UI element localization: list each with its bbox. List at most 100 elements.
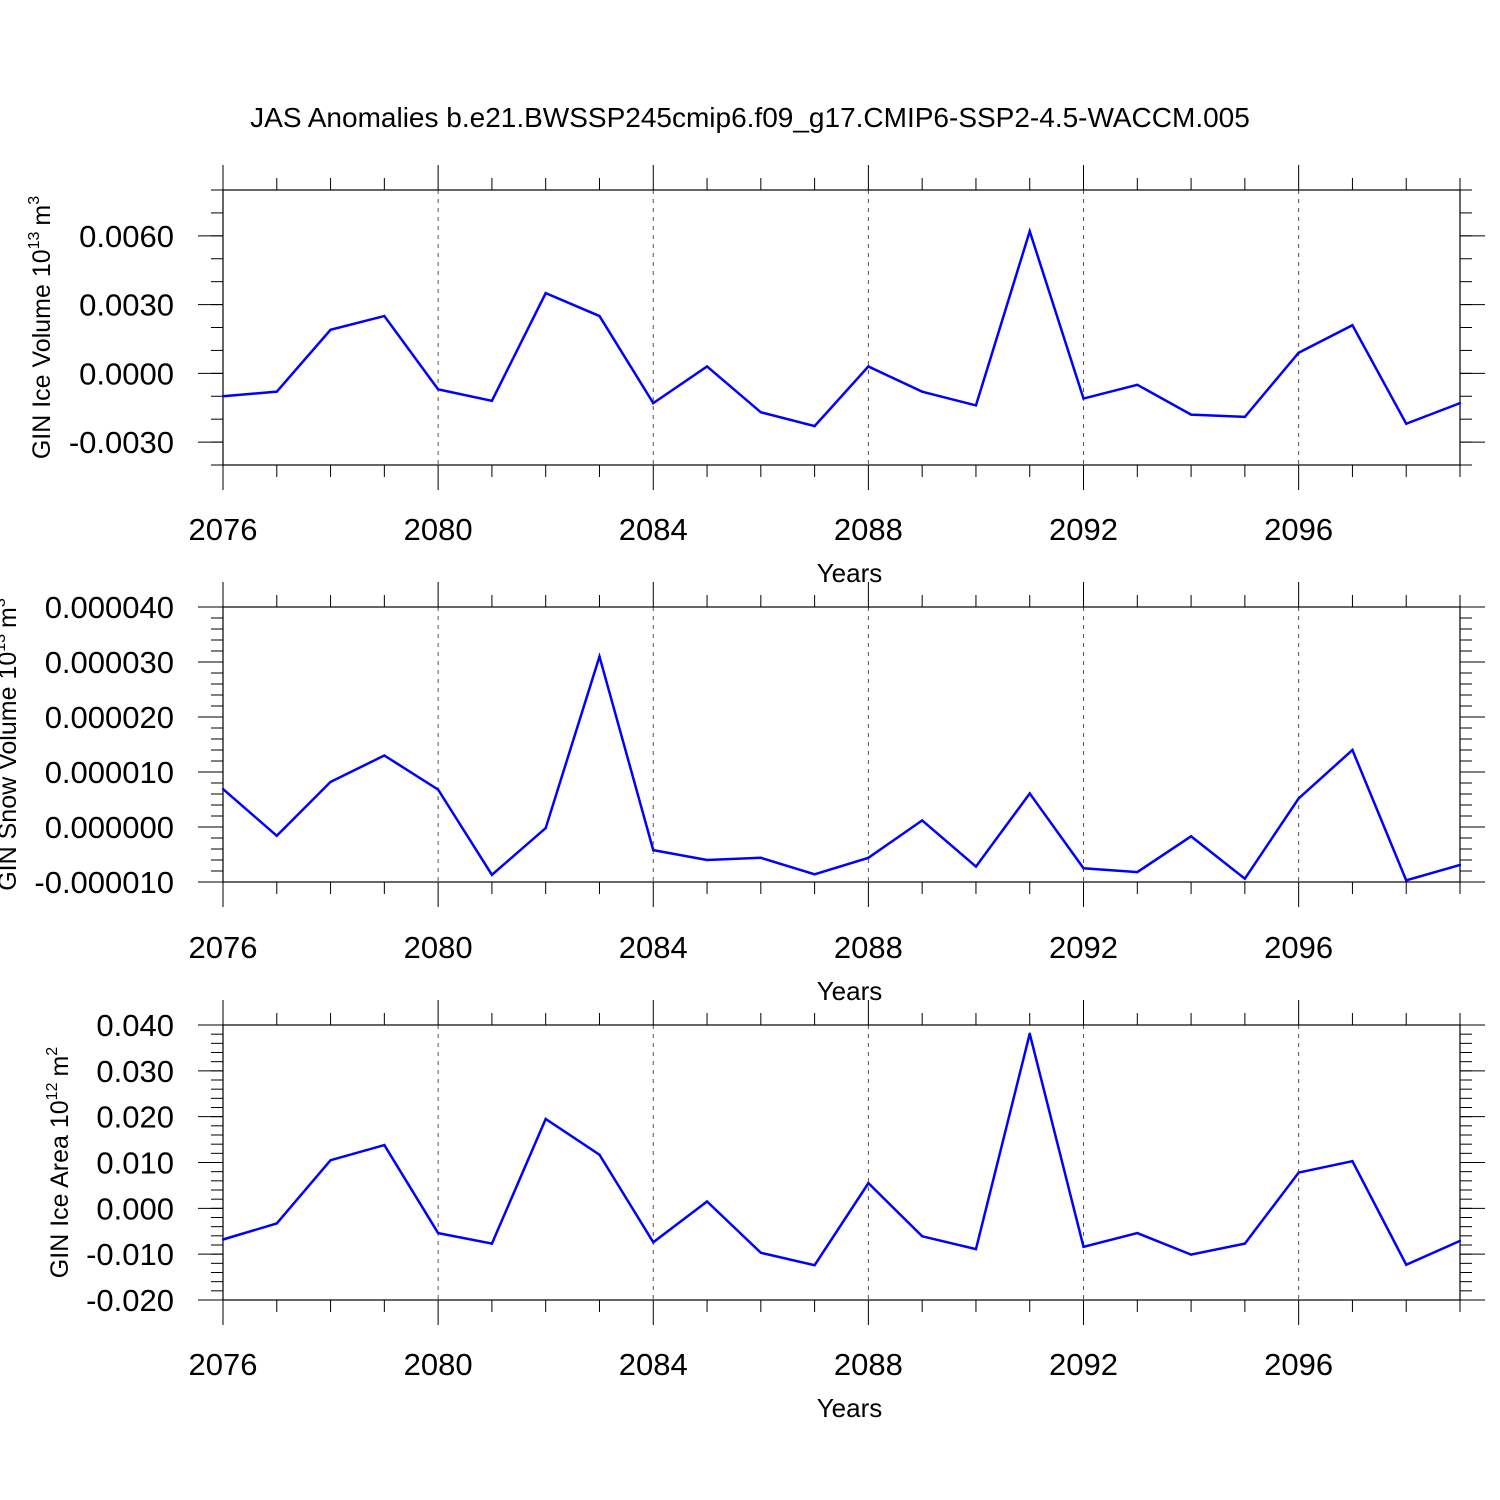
plot-frame: [222, 606, 1461, 883]
data-point: [813, 1263, 816, 1267]
chart-panel-3: 2076 2080 2084 2088 2092 2096 Years -0.020 -0.01…: [44, 1000, 1485, 1423]
y-tick-label: 0.000: [96, 1191, 174, 1226]
data-point: [867, 365, 870, 368]
y-tick-label: -0.010: [86, 1237, 174, 1272]
data-point: [705, 365, 709, 368]
data-point: [221, 787, 225, 791]
x-tick-label: 2080: [404, 512, 473, 547]
data-point: [1136, 1231, 1139, 1235]
data-point: [1351, 1159, 1354, 1163]
y-axis-label-unit-exponent: 3: [0, 598, 9, 607]
x-axis-label: Years: [817, 1393, 883, 1423]
y-tick-label: 0.000040: [45, 590, 174, 625]
plot-frame: [222, 189, 1461, 466]
x-tick-label: 2080: [404, 930, 473, 965]
data-point: [1243, 877, 1247, 880]
data-point: [383, 314, 386, 318]
data-point: [1297, 1171, 1300, 1174]
x-tick-label: 2084: [619, 1347, 688, 1382]
data-point: [705, 1200, 709, 1203]
data-point: [329, 328, 332, 331]
y-axis-label-main: GIN Ice Area 10: [46, 1100, 74, 1278]
data-point: [329, 1159, 332, 1162]
y-axis-label-main: GIN Ice Volume 10: [28, 249, 56, 459]
y-axis-label: GIN Ice Area 1012 m2: [44, 1047, 74, 1279]
data-point: [221, 395, 225, 398]
y-tick-label: 0.000020: [45, 700, 174, 735]
y-tick-label: 0.000010: [45, 755, 174, 790]
data-point: [490, 873, 494, 877]
y-tick-label: 0.020: [96, 1100, 174, 1135]
data-point: [329, 780, 332, 784]
data-point: [383, 1143, 386, 1147]
data-point: [544, 826, 547, 830]
data-point: [867, 856, 870, 859]
data-point: [598, 1153, 601, 1156]
data-point: [652, 848, 655, 852]
x-axis-label: Years: [817, 976, 883, 1006]
data-point: [490, 1242, 494, 1245]
x-tick-label: 2096: [1264, 512, 1333, 547]
data-point: [1297, 797, 1300, 800]
data-point: [1082, 397, 1085, 400]
x-tick-label: 2076: [189, 512, 258, 547]
x-tick-label: 2092: [1049, 1347, 1118, 1382]
plot-frame: [222, 1024, 1461, 1301]
data-point: [436, 388, 440, 391]
data-point: [1189, 835, 1193, 838]
data-point: [1405, 422, 1408, 425]
y-axis-label-unit-exponent: 2: [44, 1047, 61, 1056]
data-point: [275, 390, 278, 393]
data-point: [1243, 415, 1247, 419]
y-tick-label: 0.030: [96, 1054, 174, 1089]
data-point: [705, 858, 709, 862]
data-point: [920, 390, 924, 393]
data-point: [813, 873, 816, 876]
x-tick-label: 2092: [1049, 512, 1118, 547]
data-point: [275, 1222, 278, 1225]
data-point: [436, 788, 440, 791]
y-axis-label: GIN Snow Volume 1013 m3: [0, 598, 22, 891]
chart-title: JAS Anomalies b.e21.BWSSP245cmip6.f09_g1…: [250, 102, 1250, 133]
x-tick-label: 2076: [189, 930, 258, 965]
y-tick-label: -0.0030: [69, 425, 174, 460]
data-point: [1028, 230, 1031, 233]
data-point: [759, 1251, 763, 1254]
y-axis-label-exponent: 13: [26, 231, 43, 249]
data-point: [1458, 1239, 1462, 1243]
data-point: [759, 856, 763, 859]
data-point: [1297, 351, 1300, 354]
chart-panel-2: 2076 2080 2084 2088 2092 2096 Years -0.000010 0.…: [0, 582, 1485, 1006]
x-tick-label: 2084: [619, 930, 688, 965]
y-axis-label-exponent: 13: [0, 634, 9, 652]
series-line: [222, 652, 1461, 882]
data-point: [1458, 863, 1462, 867]
data-point: [1189, 413, 1193, 416]
data-point: [1351, 748, 1354, 752]
y-axis-label-exponent: 12: [44, 1082, 61, 1100]
data-point: [813, 424, 816, 428]
x-tick-label: 2088: [834, 930, 903, 965]
y-tick-label: 0.000000: [45, 810, 174, 845]
data-point: [544, 291, 547, 295]
data-point: [598, 655, 601, 658]
x-tick-label: 2084: [619, 512, 688, 547]
y-tick-label: 0.000030: [45, 645, 174, 680]
x-tick-label: 2080: [404, 1347, 473, 1382]
data-point: [920, 1235, 924, 1238]
data-point: [1351, 324, 1354, 327]
x-tick-label: 2088: [834, 512, 903, 547]
data-point: [221, 1238, 225, 1241]
data-point: [1458, 401, 1462, 405]
data-point: [1136, 383, 1139, 386]
y-axis-label-main: GIN Snow Volume 10: [0, 652, 22, 891]
data-point: [598, 314, 601, 318]
data-point: [759, 411, 763, 414]
y-tick-label: 0.010: [96, 1146, 174, 1181]
x-tick-label: 2076: [189, 1347, 258, 1382]
data-point: [1136, 870, 1139, 874]
data-point: [1082, 867, 1085, 870]
x-tick-label: 2088: [834, 1347, 903, 1382]
y-tick-label: -0.000010: [34, 865, 174, 900]
